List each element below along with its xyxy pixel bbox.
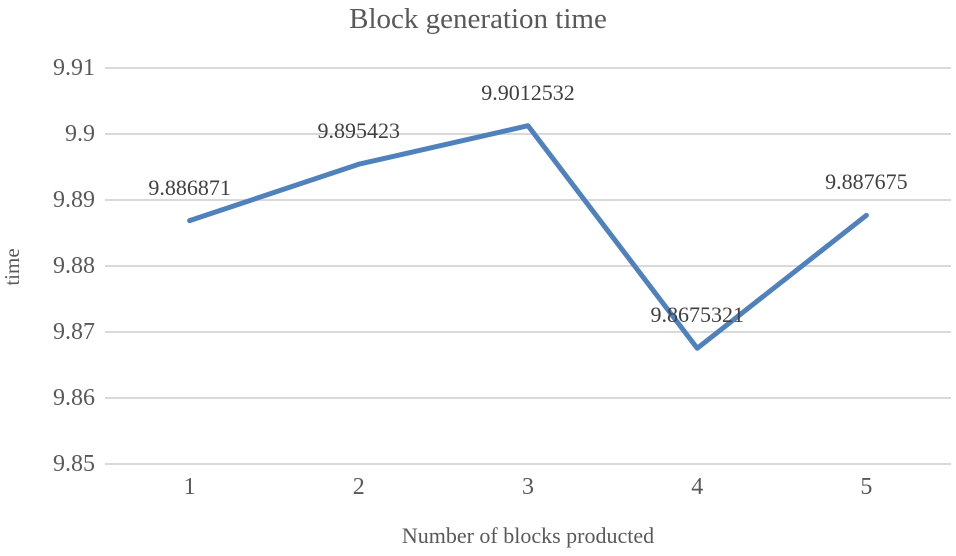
data-label: 9.9012532 [481,79,575,105]
x-tick-label: 5 [860,474,873,500]
x-tick-label: 1 [183,474,196,500]
x-tick-label: 4 [691,474,704,500]
y-tick-label: 9.9 [65,121,95,147]
data-label: 9.886871 [148,174,231,200]
y-tick-label: 9.88 [53,253,95,279]
series-line [187,123,869,351]
x-tick-label: 3 [522,474,534,500]
y-tick-label: 9.86 [53,385,95,411]
data-label: 9.8675321 [650,302,744,328]
x-axis-title: Number of blocks producted [401,523,655,548]
x-tick-label: 2 [352,474,365,500]
chart-title: Block generation time [349,3,607,35]
y-tick-label: 9.87 [53,319,95,345]
data-label: 9.895423 [317,118,401,144]
data-label: 9.887675 [825,169,908,195]
y-tick-label: 9.91 [53,55,95,81]
y-tick-label: 9.89 [53,187,95,213]
y-tick-label: 9.85 [53,451,95,477]
